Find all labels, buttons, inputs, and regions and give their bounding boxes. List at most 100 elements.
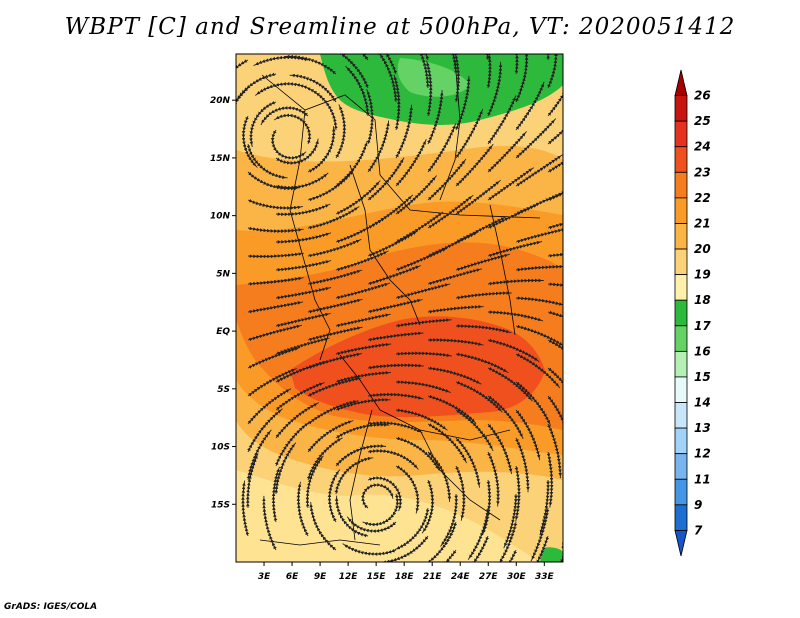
colorbar-label: 15 (694, 370, 711, 384)
streamline (335, 282, 391, 300)
colorbar-label: 7 (694, 523, 703, 537)
streamline (532, 54, 550, 61)
streamline (515, 437, 530, 493)
streamline (576, 270, 632, 271)
streamline (494, 521, 518, 562)
colorbar-swatch (674, 299, 688, 327)
streamline (247, 276, 304, 286)
streamline (486, 549, 517, 562)
streamline (456, 324, 512, 334)
streamline (469, 54, 490, 61)
y-tick-label: 5S (217, 385, 230, 395)
streamline (275, 312, 331, 328)
colorbar-swatch (674, 223, 688, 250)
streamline (576, 354, 612, 397)
streamline (275, 232, 332, 244)
streamline (455, 253, 510, 272)
x-tick-label: 12E (339, 572, 359, 582)
streamline (236, 87, 249, 137)
streamline (342, 543, 397, 556)
streamline (309, 501, 337, 551)
streamline (547, 282, 563, 292)
streamline (547, 106, 563, 145)
colorbar-swatch (674, 478, 688, 506)
x-tick-label: 21E (423, 572, 443, 582)
streamline (307, 269, 363, 286)
streamline (457, 535, 490, 562)
y-tick-label: 20N (210, 96, 231, 106)
streamline (236, 59, 249, 100)
streamline (367, 476, 403, 512)
streamline (561, 495, 563, 549)
streamline (335, 250, 389, 272)
streamline (260, 106, 309, 126)
streamline (275, 260, 332, 272)
colorbar-label: 18 (694, 293, 711, 307)
x-tick-label: 33E (535, 572, 555, 582)
y-tick-label: 15N (210, 154, 231, 164)
streamline (547, 339, 563, 373)
x-tick-label: 24E (451, 572, 471, 582)
y-tick-label: 5N (216, 269, 230, 279)
streamline (576, 196, 629, 215)
x-tick-label: 9E (314, 572, 327, 582)
streamline (487, 423, 513, 475)
streamline (414, 549, 457, 562)
colorbar-swatch (674, 325, 688, 352)
colorbar-swatch (674, 504, 688, 531)
colorbar-swatch (674, 274, 688, 301)
streamline (547, 423, 563, 479)
map-panel (236, 20, 632, 562)
streamline (335, 342, 392, 356)
streamline (547, 212, 563, 230)
streamline (427, 268, 483, 286)
streamline (427, 451, 452, 502)
colorbar-label: 20 (694, 242, 711, 256)
streamlines (236, 20, 632, 562)
streamline (367, 363, 424, 370)
colorbar-swatch (674, 120, 688, 148)
streamline (487, 278, 544, 286)
streamline (275, 286, 332, 300)
streamline (515, 409, 541, 461)
colorbar-swatch (674, 402, 688, 429)
streamline (576, 89, 613, 131)
streamline (305, 86, 338, 131)
streamline (546, 451, 554, 508)
colorbar-label: 22 (694, 191, 711, 205)
streamline (455, 465, 466, 521)
streamline (515, 227, 563, 244)
streamline (576, 125, 621, 158)
colorbar-label: 11 (694, 472, 711, 486)
x-tick-label: 30E (507, 572, 527, 582)
streamline (570, 466, 576, 521)
streamline (307, 206, 360, 230)
map-title: WBPT [C] and Sreamline at 500hPa, VT: 20… (64, 14, 736, 40)
streamline (335, 216, 387, 244)
streamline (572, 20, 580, 74)
colorbar-swatch (674, 146, 688, 173)
colorbar-swatch (674, 427, 688, 455)
streamline (576, 51, 596, 102)
streamline (576, 232, 631, 242)
colorbar-label: 9 (694, 498, 702, 512)
streamline (576, 410, 589, 464)
x-tick-label: 6E (286, 572, 299, 582)
colorbar-swatch (674, 248, 688, 276)
streamline (547, 367, 563, 411)
streamline (307, 169, 355, 202)
colorbar-swatch (674, 171, 688, 199)
streamline (247, 226, 304, 233)
colorbar-label: 17 (694, 319, 711, 333)
colorbar-swatch (674, 197, 688, 224)
colorbar: 26 25 24 23 22 21 20 19 18 17 16 15 14 13 12 11 9 7 (674, 69, 711, 557)
y-tick-label: 15S (211, 500, 230, 510)
streamline (547, 249, 563, 258)
y-axis: 20N 15N 10N 5N EQ 5S 10S 15S (210, 96, 236, 510)
y-tick-label: 10N (210, 212, 231, 222)
streamline (401, 54, 430, 61)
colorbar-label: 24 (694, 140, 711, 154)
streamline (367, 265, 422, 286)
colorbar-label: 14 (694, 396, 711, 410)
colorbar-swatch (674, 376, 688, 403)
